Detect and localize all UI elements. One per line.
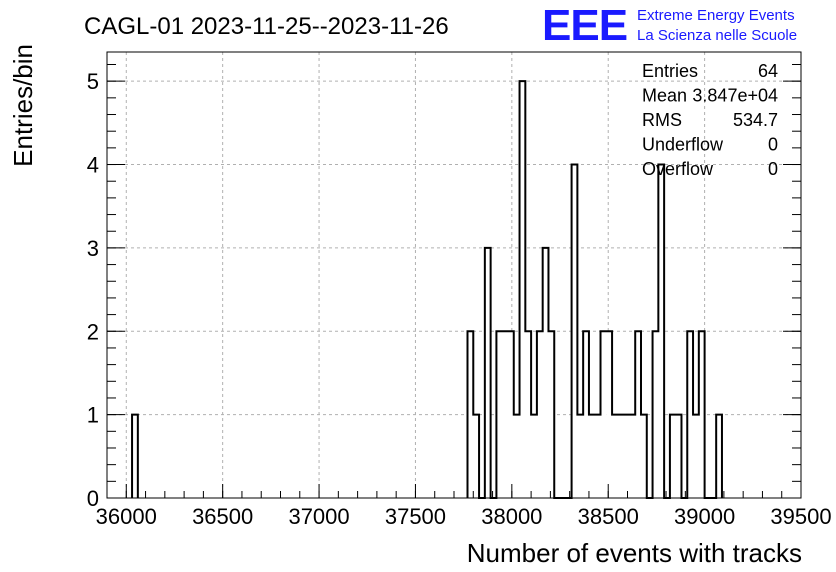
histogram-bin [640,414,647,498]
stats-box: Entries 64 Mean 3.847e+04 RMS 534.7 Underflow 0… [642,61,778,179]
histogram-bin [132,414,138,498]
x-tick-label: 37000 [288,504,349,529]
stats-value: 3.847e+04 [692,86,778,106]
stats-value: 64 [758,61,778,81]
histogram-bin [507,331,514,498]
x-tick-label: 38500 [578,504,639,529]
histogram-bin [513,414,520,498]
histogram-bars [131,80,723,499]
histogram-bin [525,331,532,498]
histogram-bin [698,331,705,498]
y-tick-label: 2 [87,319,99,344]
histogram-bin [658,164,665,498]
y-axis-ticks: 0 1 2 3 4 5 [87,64,801,511]
eee-logo: EEE Extreme Energy Events La Scienza nel… [542,1,797,50]
y-axis-label: Entries/bin [8,44,38,167]
histogram-bin [623,414,630,498]
y-tick-label: 0 [87,486,99,511]
histogram-bin [693,414,699,498]
histogram-bin [473,414,480,498]
x-axis-ticks: 36000 36500 37000 37500 38000 38500 39000 39500 [96,484,832,529]
histogram-bin [600,331,607,498]
stats-label: Underflow [642,135,724,155]
x-tick-label: 37500 [385,504,446,529]
histogram-bin [577,414,584,498]
x-tick-label: 39000 [674,504,735,529]
y-tick-label: 3 [87,236,99,261]
histogram-bin [531,414,537,498]
stats-value: 534.7 [733,110,778,130]
histogram-bin [675,414,682,498]
histogram-bin [687,331,694,498]
histogram-bin [519,81,526,499]
stats-label: Mean [642,86,687,106]
x-axis-label: Number of events with tracks [467,538,802,568]
histogram-bin [612,414,618,498]
histogram-bin [484,247,491,498]
histogram-bin [594,414,601,498]
histogram-bin [536,331,543,498]
stats-value: 0 [768,135,778,155]
y-tick-label: 1 [87,403,99,428]
stats-label: Overflow [642,159,714,179]
histogram-bin [652,331,659,498]
histogram-bin [716,414,722,498]
eee-logo-mark: EEE [542,1,627,50]
x-tick-label: 36500 [192,504,253,529]
y-tick-label: 5 [87,69,99,94]
histogram-bin [583,331,589,498]
x-tick-label: 38000 [481,504,542,529]
chart-title: CAGL-01 2023-11-25--2023-11-26 [84,13,449,40]
histogram-bin [669,414,676,498]
histogram-bin [502,331,508,498]
stats-value: 0 [768,159,778,179]
x-tick-label: 36000 [96,504,157,529]
histogram-bin [617,414,624,498]
histogram-bin [496,331,503,498]
eee-logo-line1: Extreme Energy Events [637,7,795,24]
histogram-bin [588,414,595,498]
eee-logo-line2: La Scienza nelle Scuole [637,27,797,44]
histogram-bin [548,331,555,498]
histogram-bin [467,331,474,498]
histogram-bin [542,247,549,498]
histogram-bin [571,164,578,498]
histogram-bin [635,331,641,498]
stats-label: RMS [642,110,682,130]
stats-label: Entries [642,61,698,81]
histogram-bin [629,414,636,498]
y-tick-label: 4 [87,153,99,178]
x-tick-label: 39500 [770,504,831,529]
histogram-bin [606,331,613,498]
